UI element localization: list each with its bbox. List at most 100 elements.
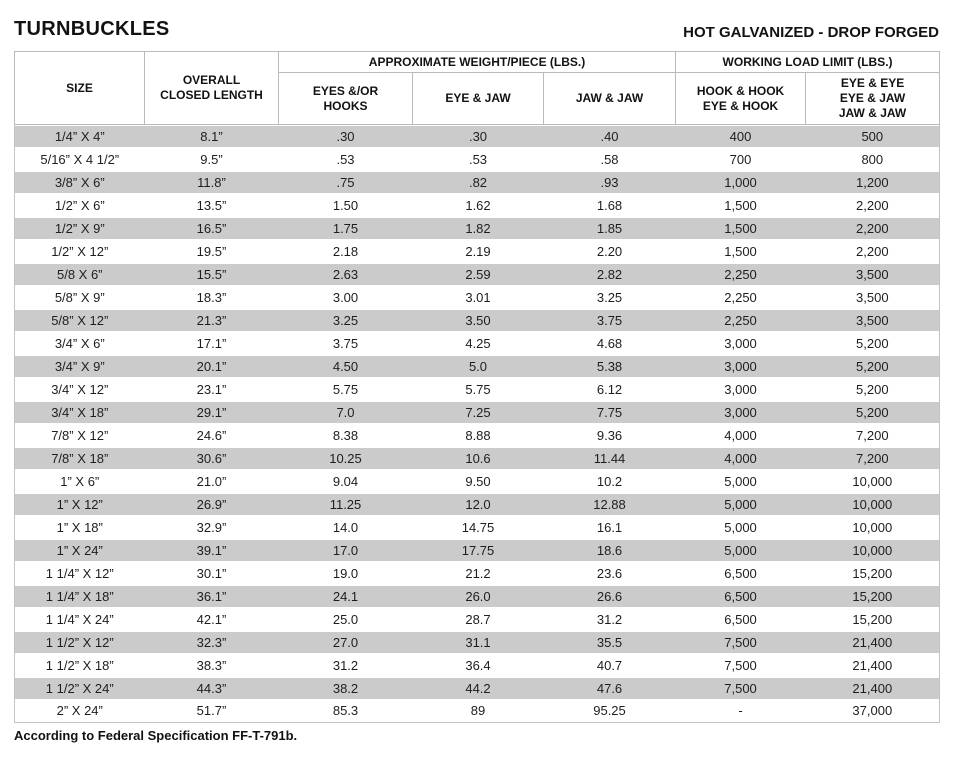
cell-jaw-and-jaw: 31.2 [596,611,623,627]
cell-overall-closed-length: 17.1” [196,335,227,351]
cell-eye-and-eye-eye-and-jaw-jaw-and-jaw: 10,000 [852,473,893,489]
table-row: 1/4” X 4” 8.1” .30.30.40 400 500 [14,124,940,148]
cell-overall-closed-length: 20.1” [144,354,279,378]
cell-eyes-or-hooks: .53 [336,151,355,167]
cell-hook-and-hook-eye-and-hook: 2,250 [675,262,806,286]
cell-overall-closed-length: 30.1” [196,565,227,581]
cell-jaw-and-jaw: 4.68 [596,335,623,351]
cell-eyes-or-hooks: 3.75 [332,335,359,351]
cell-hook-and-hook-eye-and-hook: 1,500 [675,216,806,240]
header-jaw-and-jaw: JAW & JAW [542,72,677,125]
cell-jaw-and-jaw: 2.20 [596,243,623,259]
cell-overall-closed-length: 38.3” [196,657,227,673]
cell-eye-and-eye-eye-and-jaw-jaw-and-jaw: 5,200 [856,335,889,351]
cell-eye-and-eye-eye-and-jaw-jaw-and-jaw: 5,200 [805,400,940,424]
table-row: 1 1/2” X 18” 38.3” 31.2 36.4 40.7 7,500 21,400 [15,654,940,677]
cell-eye-and-jaw: 3.01 [465,289,491,305]
cell-jaw-and-jaw: 1.85 [543,216,676,240]
cell-eye-and-jaw: 12.0 [412,492,544,516]
cell-eye-and-eye-eye-and-jaw-jaw-and-jaw: 800 [861,151,884,167]
table-row: 5/8” X 12” 21.3” 3.25 3.50 3.75 2,250 3,500 [14,308,940,332]
table-row: 1” X 6” 21.0” 9.04 9.50 10.2 5,000 10,000 [15,470,940,493]
cell-overall-closed-length: 26.9” [144,492,279,516]
cell-eye-and-eye-eye-and-jaw-jaw-and-jaw: 21,400 [805,676,940,700]
table-row: 5/8” X 9” 18.3” 3.00 3.01 3.25 2,250 3,500 [15,286,940,309]
cell-overall-closed-length: 32.9” [196,519,227,535]
cell-jaw-and-jaw: 18.6 [543,538,676,562]
cell-eye-and-eye-eye-and-jaw-jaw-and-jaw: 10,000 [805,492,940,516]
cell-hook-and-hook-eye-and-hook: 1,500 [724,197,757,213]
header-group-working-load-limit: WORKING LOAD LIMIT (LBS.) [675,51,941,73]
cell-overall-closed-length: 30.6” [144,446,279,470]
header-overall-closed-length: OVERALL CLOSED LENGTH [144,51,279,125]
cell-hook-and-hook-eye-and-hook: 3,000 [675,354,806,378]
cell-eye-and-jaw: 1.62 [465,197,491,213]
cell-overall-closed-length: 29.1” [144,400,279,424]
cell-jaw-and-jaw: 26.6 [543,584,676,608]
cell-eye-and-eye-eye-and-jaw-jaw-and-jaw: 3,500 [805,308,940,332]
cell-eye-and-jaw: 89 [470,703,486,719]
cell-eye-and-eye-eye-and-jaw-jaw-and-jaw: 2,200 [856,243,889,259]
cell-size: 3/4” X 18” [14,400,145,424]
header-size: SIZE [14,51,145,125]
cell-eyes-or-hooks: 3.25 [278,308,413,332]
header-eye-and-jaw: EYE & JAW [412,72,544,125]
cell-eyes-or-hooks: 31.2 [332,657,359,673]
header-eyes-or-hooks: EYES &/OR HOOKS [278,72,413,125]
cell-eye-and-eye-eye-and-jaw-jaw-and-jaw: 7,200 [805,446,940,470]
cell-eye-and-eye-eye-and-jaw-jaw-and-jaw: 10,000 [805,538,940,562]
table-row: 1/2” X 6” 13.5” 1.50 1.62 1.68 1,500 2,200 [15,194,940,217]
cell-eyes-or-hooks: 85.3 [332,703,359,719]
cell-hook-and-hook-eye-and-hook: 1,000 [675,170,806,194]
cell-eye-and-eye-eye-and-jaw-jaw-and-jaw: 5,200 [805,354,940,378]
cell-eye-and-jaw: .30 [412,124,544,148]
cell-eye-and-jaw: 28.7 [465,611,491,627]
cell-eye-and-jaw: 5.0 [412,354,544,378]
cell-jaw-and-jaw: 12.88 [543,492,676,516]
cell-jaw-and-jaw: 16.1 [596,519,623,535]
table-row: 2” X 24” 51.7” 85.3 89 95.25 - 37,000 [15,700,940,723]
page-subtitle: HOT GALVANIZED - DROP FORGED [683,24,939,41]
cell-eye-and-jaw: 5.75 [465,381,491,397]
cell-eye-and-jaw: 17.75 [412,538,544,562]
cell-eye-and-jaw: 26.0 [412,584,544,608]
cell-overall-closed-length: 32.3” [144,630,279,654]
cell-size: 1 1/2” X 18” [45,657,114,673]
table-row: 1” X 24” 39.1” 17.0 17.75 18.6 5,000 10,000 [14,538,940,562]
cell-eyes-or-hooks: 5.75 [332,381,359,397]
header-hook-and-hook-eye-and-hook: HOOK & HOOK EYE & HOOK [675,72,807,125]
cell-eye-and-jaw: 1.82 [412,216,544,240]
cell-eyes-or-hooks: 10.25 [278,446,413,470]
cell-jaw-and-jaw: 5.38 [543,354,676,378]
cell-jaw-and-jaw: .58 [600,151,619,167]
cell-eye-and-eye-eye-and-jaw-jaw-and-jaw: 15,200 [852,611,893,627]
cell-overall-closed-length: 9.5” [200,151,223,167]
cell-hook-and-hook-eye-and-hook: 5,000 [724,519,757,535]
cell-jaw-and-jaw: 23.6 [596,565,623,581]
cell-eye-and-jaw: 9.50 [465,473,491,489]
cell-eye-and-jaw: 2.59 [412,262,544,286]
cell-size: 1” X 24” [14,538,145,562]
cell-eye-and-jaw: 31.1 [412,630,544,654]
cell-eye-and-eye-eye-and-jaw-jaw-and-jaw: 10,000 [852,519,893,535]
cell-overall-closed-length: 11.8” [144,170,279,194]
cell-hook-and-hook-eye-and-hook: 3,000 [724,335,757,351]
cell-size: 1” X 18” [56,519,103,535]
cell-jaw-and-jaw: 7.75 [543,400,676,424]
cell-overall-closed-length: 44.3” [144,676,279,700]
header-group-approximate-weight: APPROXIMATE WEIGHT/PIECE (LBS.) [277,51,677,73]
cell-hook-and-hook-eye-and-hook: 5,000 [675,538,806,562]
cell-eyes-or-hooks: 1.75 [278,216,413,240]
table-row: 1” X 12” 26.9” 11.25 12.0 12.88 5,000 10,000 [14,492,940,516]
cell-overall-closed-length: 18.3” [196,289,227,305]
cell-jaw-and-jaw: 3.75 [543,308,676,332]
cell-overall-closed-length: 21.3” [144,308,279,332]
cell-jaw-and-jaw: 3.25 [596,289,623,305]
cell-eye-and-jaw: 4.25 [465,335,491,351]
cell-eyes-or-hooks: 7.0 [278,400,413,424]
cell-eye-and-eye-eye-and-jaw-jaw-and-jaw: 2,200 [805,216,940,240]
cell-eyes-or-hooks: 14.0 [332,519,359,535]
cell-eye-and-eye-eye-and-jaw-jaw-and-jaw: 3,500 [805,262,940,286]
cell-eye-and-jaw: 10.6 [412,446,544,470]
cell-eyes-or-hooks: 2.63 [278,262,413,286]
